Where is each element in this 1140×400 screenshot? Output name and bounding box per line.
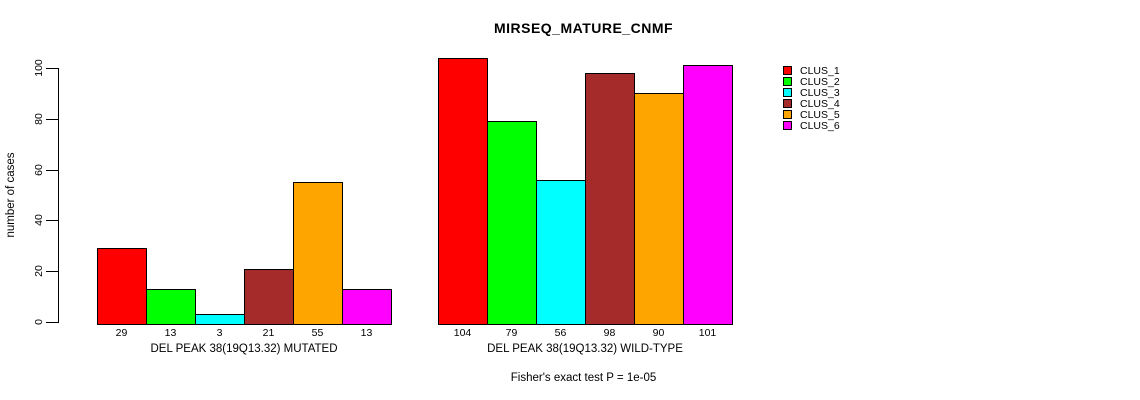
bar-clus_4-group1 [244,268,294,325]
y-axis-tick-label: 40 [33,214,45,227]
bar-clus_2-group2 [487,121,537,325]
x-axis-group-label: DEL PEAK 38(19Q13.32) WILD-TYPE [487,343,683,355]
y-axis-tick-label: 0 [33,319,45,325]
y-axis-tick-label: 80 [33,112,45,125]
y-axis-tick [46,271,58,273]
y-axis-tick [46,118,58,120]
bar-clus_5-group1 [293,182,343,325]
legend-label-clus_2: CLUS_2 [800,75,840,88]
legend-swatch-clus_6 [783,120,792,130]
bar-clus_1-group2 [438,57,488,325]
legend-label-clus_6: CLUS_6 [800,119,840,132]
y-axis-tick-label: 20 [33,265,45,278]
bar-value-label: 98 [603,327,616,339]
y-axis-tick [46,220,58,222]
chart-title: MIRSEQ_MATURE_CNMF [493,20,674,36]
y-axis-tick [46,169,58,171]
bar-value-label: 13 [164,327,177,339]
legend-label-clus_4: CLUS_4 [800,97,840,110]
bar-value-label: 13 [360,327,373,339]
legend-label-clus_3: CLUS_3 [800,86,840,99]
bar-value-label: 56 [554,327,567,339]
bar-clus_6-group2 [683,65,733,325]
legend-label-clus_1: CLUS_1 [800,65,840,77]
fisher-test-caption: Fisher's exact test P = 1e-05 [510,372,657,384]
bar-value-label: 101 [698,327,717,339]
bar-clus_4-group2 [585,73,635,325]
legend-swatch-clus_3 [783,87,792,97]
legend-label-clus_5: CLUS_5 [800,108,840,121]
bar-clus_2-group1 [146,288,196,325]
bar-clus_3-group1 [195,314,245,325]
bar-value-label: 104 [453,327,472,339]
y-axis-tick [46,322,58,323]
x-axis-group-label: DEL PEAK 38(19Q13.32) MUTATED [150,343,338,355]
y-axis-line [58,68,59,323]
legend-swatch-clus_4 [783,98,792,108]
bar-clus_6-group1 [342,288,392,325]
bar-value-label: 79 [505,327,518,339]
y-axis-tick-label: 100 [33,59,45,77]
bar-clus_1-group1 [97,248,147,325]
legend-swatch-clus_5 [783,109,792,119]
y-axis-tick [46,68,58,69]
y-axis-tick-label: 60 [33,163,45,176]
bar-value-label: 21 [262,327,275,339]
bar-value-label: 90 [652,327,665,339]
y-axis-label: number of cases [5,152,17,238]
bar-value-label: 55 [311,327,324,339]
bar-value-label: 29 [115,327,128,339]
bar-clus_3-group2 [536,179,586,325]
bar-value-label: 3 [216,327,223,339]
legend-swatch-clus_2 [783,76,792,86]
legend-swatch-clus_1 [783,66,792,75]
bar-clus_5-group2 [634,93,684,325]
